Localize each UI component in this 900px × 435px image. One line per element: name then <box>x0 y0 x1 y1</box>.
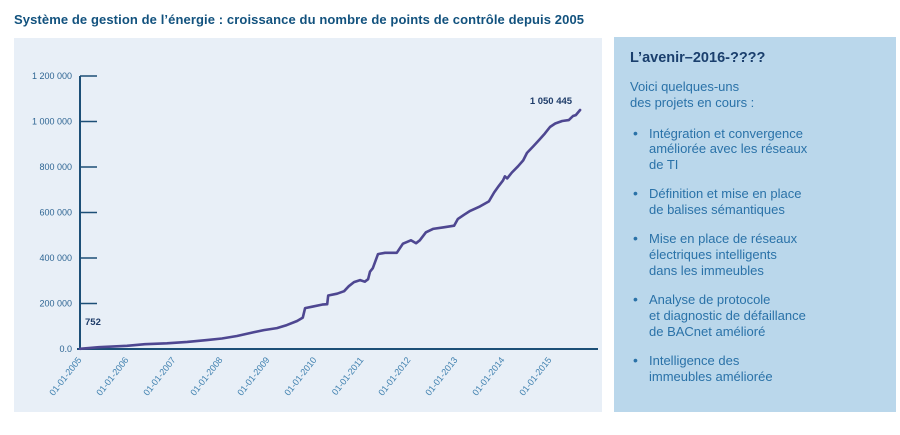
y-tick-label: 400 000 <box>39 253 72 263</box>
y-tick-label: 0.0 <box>59 344 72 354</box>
projects-list: Intégration et convergence améliorée ave… <box>630 125 878 386</box>
series-line <box>78 108 582 351</box>
y-tick-label: 800 000 <box>39 162 72 172</box>
axes <box>77 75 598 350</box>
list-item: Intégration et convergence améliorée ave… <box>630 125 878 174</box>
sidebar-heading: L’avenir–2016-???? <box>630 50 766 66</box>
list-item: Définition et mise en place de balises s… <box>630 185 878 218</box>
y-tick-label: 600 000 <box>39 208 72 218</box>
x-tick-label: 01-01-2008 <box>188 355 224 397</box>
x-tick-label: 01-01-2014 <box>470 355 506 397</box>
page-title: Système de gestion de l’énergie : croiss… <box>14 12 585 27</box>
y-tick-label: 1 000 000 <box>32 117 72 127</box>
x-tick-label: 01-01-2012 <box>376 355 412 397</box>
growth-chart: 0.0 200 000 400 000 600 000 800 000 1 000 000… <box>14 38 602 412</box>
annotation: 752 <box>85 317 101 328</box>
x-tick-label: 01-01-2013 <box>423 355 459 397</box>
y-tick-label: 200 000 <box>39 299 72 309</box>
future-projects-panel: L’avenir–2016-???? Voici quelques-uns de… <box>614 37 896 412</box>
list-item: Analyse de protocole et diagnostic de dé… <box>630 291 878 340</box>
x-tick-label: 01-01-2015 <box>517 355 553 397</box>
x-tick-label: 01-01-2005 <box>47 355 83 397</box>
x-tick-label: 01-01-2007 <box>141 355 177 397</box>
list-item: Mise en place de réseaux électriques int… <box>630 230 878 279</box>
x-tick-label: 01-01-2010 <box>282 355 318 397</box>
annotation: 1 050 445 <box>530 96 573 107</box>
x-tick-label: 01-01-2011 <box>330 355 366 397</box>
growth-chart-canvas: 0.0 200 000 400 000 600 000 800 000 1 000 000… <box>32 71 598 398</box>
list-item: Intelligence des immeubles améliorée <box>630 352 878 385</box>
sidebar-intro: Voici quelques-uns des projets en cours … <box>630 79 755 111</box>
y-tick-label: 1 200 000 <box>32 71 72 81</box>
x-tick-label: 01-01-2009 <box>235 355 271 397</box>
x-tick-label: 01-01-2006 <box>94 355 130 397</box>
